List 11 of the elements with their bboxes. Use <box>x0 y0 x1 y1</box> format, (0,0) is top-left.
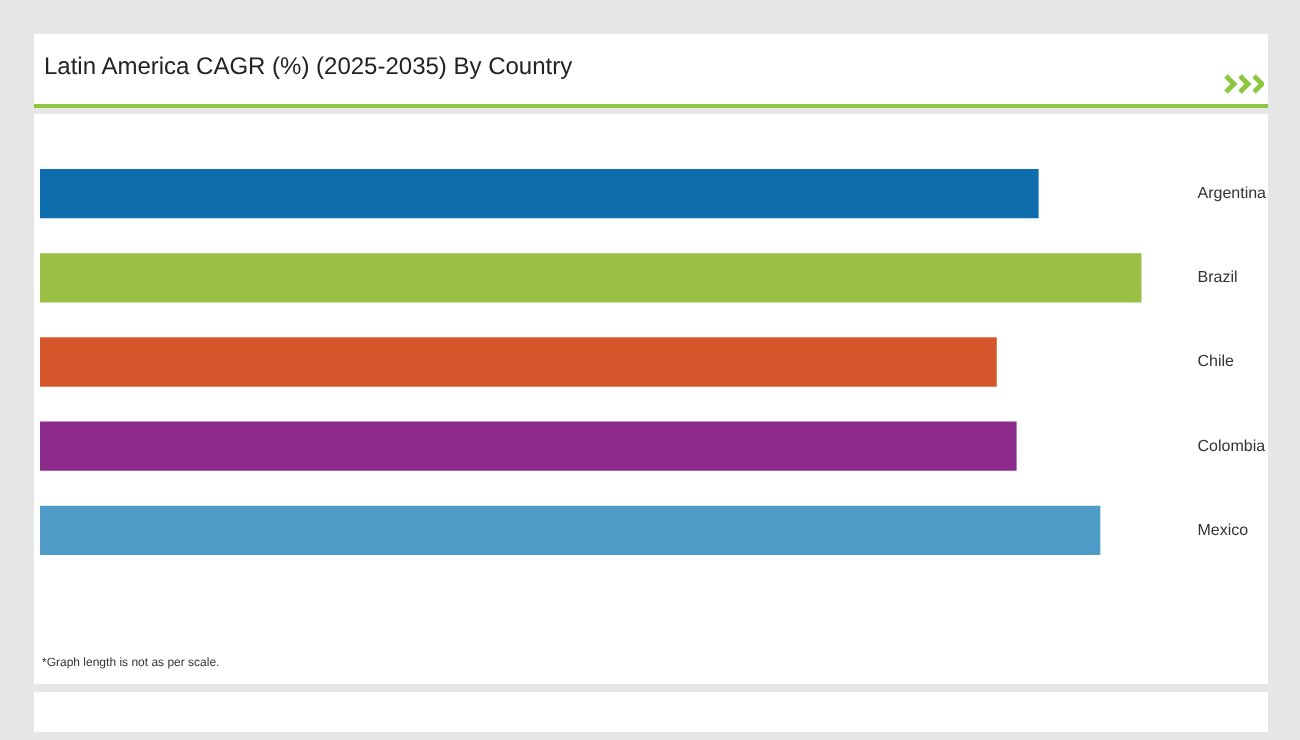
bar <box>40 421 1017 471</box>
y-tick-label: Argentina <box>1197 184 1268 203</box>
bar <box>40 253 1142 303</box>
y-tick-label: Colombia <box>1197 436 1267 455</box>
bar <box>40 169 1039 219</box>
y-tick-label: Mexico <box>1197 520 1250 539</box>
y-tick-label: Brazil <box>1197 268 1238 287</box>
bar <box>40 337 997 387</box>
bar <box>40 505 1101 555</box>
chart-title: Latin America CAGR (%) (2025-2035) By Country <box>44 52 573 80</box>
y-tick-label: Chile <box>1197 352 1236 371</box>
